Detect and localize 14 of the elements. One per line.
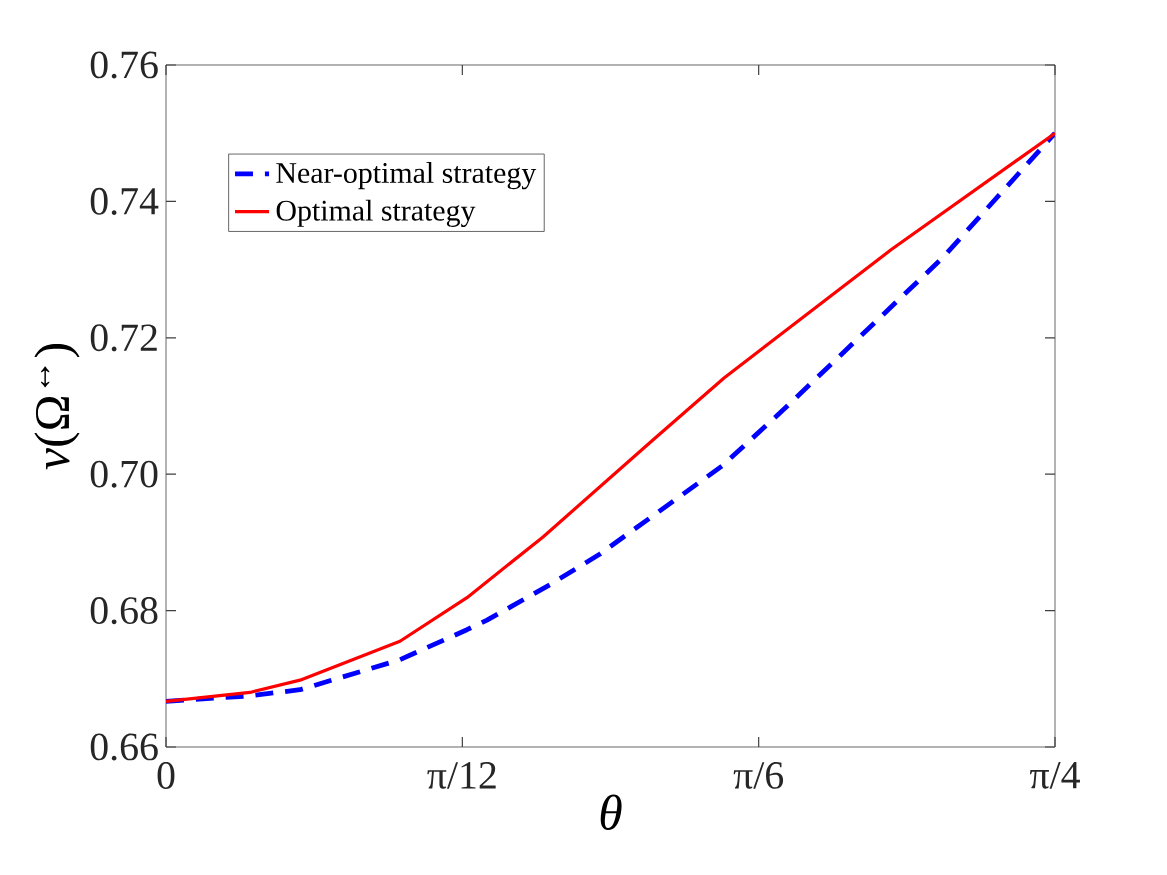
x-axis-title: θ	[600, 794, 622, 830]
legend-label: Optimal strategy	[276, 199, 476, 227]
x-tick-label: 0	[157, 762, 175, 789]
x-tick-label: π/4	[1029, 762, 1080, 789]
x-tick-label: π/6	[733, 762, 784, 789]
x-tick-label: π/12	[427, 762, 496, 789]
y-tick-label: 0.66	[90, 733, 158, 761]
y-tick-label: 0.74	[90, 187, 159, 215]
y-tick-label: 0.76	[90, 51, 158, 79]
y-tick-label: 0.72	[90, 324, 157, 352]
y-tick-label: 0.68	[90, 597, 158, 625]
y-axis-title: v(Ω$^{↔}$)	[34, 344, 80, 470]
legend-label: Near-optimal strategy	[276, 162, 537, 190]
y-tick-label: 0.70	[90, 460, 158, 488]
